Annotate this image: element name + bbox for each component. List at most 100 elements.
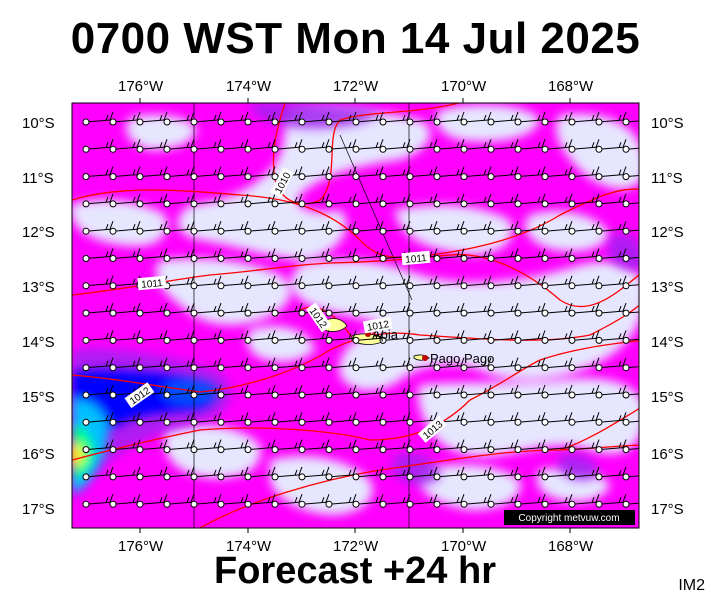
wind-barb-icon — [514, 466, 546, 481]
wind-barb-icon — [298, 384, 330, 399]
map-title: 0700 WST Mon 14 Jul 2025 — [70, 14, 641, 63]
wind-barb-icon — [163, 193, 195, 208]
station-circle-icon — [352, 473, 360, 481]
station-circle-icon — [487, 227, 495, 235]
station-circle-icon — [487, 255, 495, 262]
station-circle-icon — [271, 391, 279, 399]
station-circle-icon — [379, 391, 387, 399]
wind-barb-icon — [298, 330, 330, 344]
wind-barb-icon — [82, 330, 114, 344]
wind-barb-icon — [433, 466, 465, 481]
wind-barb-icon — [325, 412, 357, 426]
wind-barb-icon — [622, 309, 639, 317]
wind-barb-icon — [379, 384, 411, 399]
station-circle-icon — [595, 500, 603, 508]
lon-label-bottom: 172°W — [333, 538, 379, 555]
wind-barb-icon — [595, 221, 627, 235]
wind-barb-icon — [82, 357, 114, 372]
station-circle-icon — [622, 391, 630, 399]
station-circle-icon — [109, 391, 117, 399]
station-circle-icon — [325, 391, 333, 399]
wind-barb-icon — [352, 275, 384, 290]
station-circle-icon — [568, 446, 576, 454]
station-circle-icon — [244, 473, 252, 481]
lat-label-right: 12°S — [651, 224, 684, 241]
lon-label-top: 174°W — [226, 78, 272, 95]
station-circle-icon — [109, 145, 117, 153]
wind-barb-icon — [568, 139, 600, 153]
wind-barb-icon — [514, 221, 546, 235]
station-circle-icon — [82, 336, 90, 344]
station-circle-icon — [190, 173, 198, 181]
station-circle-icon — [406, 309, 414, 317]
wind-barb-icon — [541, 439, 573, 454]
wind-barb-icon — [325, 384, 357, 399]
station-circle-icon — [109, 255, 117, 262]
station-circle-icon — [433, 173, 441, 181]
station-circle-icon — [406, 446, 414, 454]
wind-barb-icon — [271, 494, 303, 508]
wind-barb-icon — [514, 111, 546, 126]
station-circle-icon — [163, 418, 171, 426]
lon-label-top: 176°W — [118, 78, 164, 95]
station-circle-icon — [217, 227, 225, 235]
lon-label-bottom: 174°W — [226, 538, 272, 555]
station-circle-icon — [379, 145, 387, 153]
station-circle-icon — [298, 309, 306, 317]
wind-barb-icon — [433, 221, 465, 235]
station-circle-icon — [487, 309, 495, 317]
station-circle-icon — [568, 309, 576, 317]
wind-barb-icon — [568, 193, 600, 208]
wind-barb-icon — [217, 166, 249, 181]
station-circle-icon — [82, 500, 90, 508]
wind-barb-icon — [298, 412, 330, 426]
wind-barb-icon — [190, 330, 222, 344]
wind-barb-icon — [568, 466, 600, 481]
station-circle-icon — [82, 145, 90, 153]
wind-barb-icon — [487, 139, 519, 153]
station-circle-icon — [217, 118, 225, 126]
wind-barb-icon — [298, 193, 330, 208]
wind-barb-icon — [487, 193, 519, 208]
station-circle-icon — [190, 309, 198, 317]
wind-barb-icon — [514, 494, 546, 508]
wind-barb-icon — [217, 412, 249, 426]
wind-barb-icon — [136, 357, 168, 372]
station-circle-icon — [406, 173, 414, 181]
station-circle-icon — [271, 309, 279, 317]
station-circle-icon — [163, 473, 171, 481]
wind-barb-icon — [433, 357, 465, 372]
wind-barb-icon — [433, 111, 465, 126]
wind-barb-icon — [325, 166, 357, 181]
wind-barb-icon — [406, 494, 438, 508]
station-circle-icon — [190, 446, 198, 454]
station-circle-icon — [622, 118, 630, 126]
wind-barb-icon — [487, 166, 519, 181]
station-circle-icon — [595, 446, 603, 454]
station-circle-icon — [541, 145, 549, 153]
wind-barb-icon — [406, 139, 438, 153]
wind-barb-icon — [352, 302, 384, 317]
wind-barb-icon — [244, 193, 276, 208]
station-circle-icon — [352, 145, 360, 153]
station-circle-icon — [568, 145, 576, 153]
lat-label-right: 13°S — [651, 279, 684, 296]
wind-barb-icon — [568, 275, 600, 290]
lat-label-right: 14°S — [651, 334, 684, 351]
wind-barb-icon — [352, 357, 384, 372]
wind-barb-icon — [271, 111, 303, 126]
station-circle-icon — [244, 391, 252, 399]
station-circle-icon — [406, 391, 414, 399]
station-circle-icon — [568, 391, 576, 399]
station-circle-icon — [541, 336, 549, 344]
wind-barb-icon — [460, 139, 492, 153]
station-circle-icon — [622, 446, 630, 454]
lat-label-right: 16°S — [651, 446, 684, 463]
wind-barb-icon — [379, 330, 411, 344]
station-circle-icon — [109, 500, 117, 508]
wind-barb-icon — [271, 412, 303, 426]
wind-barb-icon — [244, 439, 276, 454]
wind-barb-icon — [514, 248, 546, 262]
wind-barb-icon — [244, 166, 276, 181]
wind-barb-icon — [433, 166, 465, 181]
